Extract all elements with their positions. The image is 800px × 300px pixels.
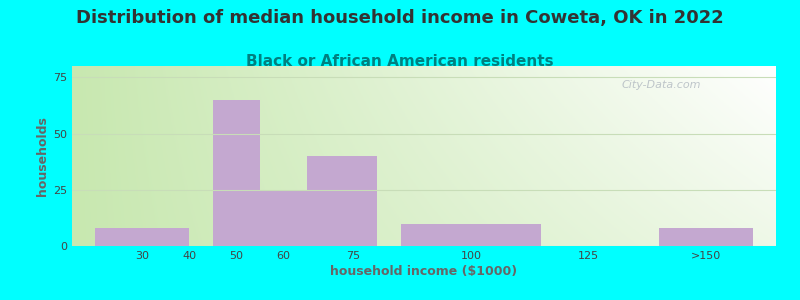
Bar xyxy=(401,224,542,246)
Bar xyxy=(213,100,260,246)
Bar xyxy=(306,156,377,246)
Text: Black or African American residents: Black or African American residents xyxy=(246,54,554,69)
Bar xyxy=(95,228,190,246)
Text: Distribution of median household income in Coweta, OK in 2022: Distribution of median household income … xyxy=(76,9,724,27)
Y-axis label: households: households xyxy=(36,116,49,196)
Bar xyxy=(658,228,753,246)
Text: City-Data.com: City-Data.com xyxy=(621,80,701,90)
Bar xyxy=(260,190,306,246)
X-axis label: household income ($1000): household income ($1000) xyxy=(330,265,518,278)
